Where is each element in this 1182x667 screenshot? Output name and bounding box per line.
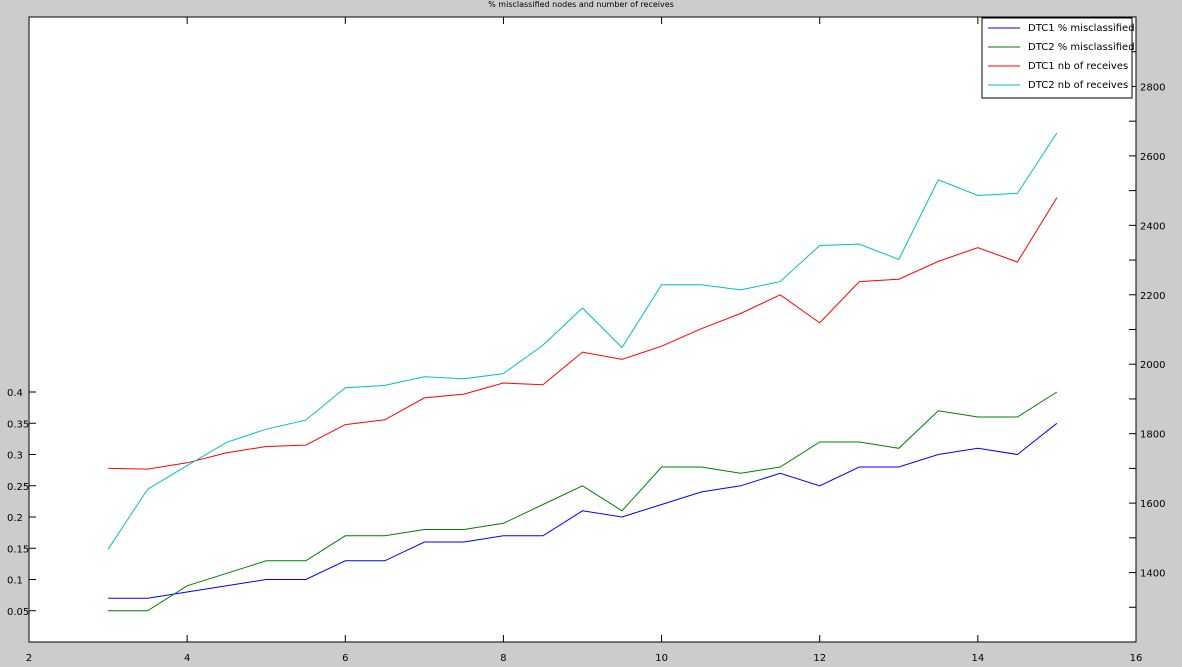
- left-tick-label: 0.15: [7, 544, 29, 555]
- left-tick-label: 0.1: [7, 576, 23, 587]
- right-tick-label: 2600: [1140, 152, 1165, 163]
- chart-title: % misclassified nodes and number of rece…: [488, 0, 674, 9]
- right-tick-label: 2800: [1140, 82, 1165, 93]
- left-tick-label: 0.3: [7, 451, 23, 462]
- legend-label: DTC2 nb of receives: [1028, 80, 1128, 91]
- series-lines: [107, 132, 1058, 612]
- right-tick-label: 1800: [1140, 430, 1165, 441]
- plot-area: [28, 16, 1137, 643]
- legend-label: DTC2 % misclassified: [1028, 42, 1135, 53]
- left-tick-label: 0.35: [7, 419, 29, 430]
- x-tick-label: 8: [500, 653, 506, 664]
- right-tick-label: 2200: [1140, 291, 1165, 302]
- left-tick-label: 0.05: [7, 607, 29, 618]
- legend-label: DTC1 nb of receives: [1028, 61, 1128, 72]
- left-tick-label: 0.25: [7, 482, 29, 493]
- x-tick-label: 10: [655, 653, 668, 664]
- x-tick-label: 16: [1130, 653, 1143, 664]
- x-tick-label: 6: [342, 653, 348, 664]
- right-tick-label: 2000: [1140, 360, 1165, 371]
- legend-label: DTC1 % misclassified: [1028, 23, 1135, 34]
- left-tick-label: 0.4: [7, 388, 23, 399]
- right-tick-label: 1400: [1140, 569, 1165, 580]
- x-tick-label: 14: [971, 653, 984, 664]
- series-line: [107, 132, 1058, 550]
- right-tick-label: 1600: [1140, 499, 1165, 510]
- x-axis: 2 4 6 8 10 12 14 16: [26, 17, 1143, 664]
- series-line: [108, 422, 1058, 599]
- x-tick-label: 2: [26, 653, 32, 664]
- left-tick-label: 0.2: [7, 513, 23, 524]
- left-y-axis: 0.05 0.1 0.15 0.2 0.25 0.3 0.35 0.4: [7, 388, 36, 618]
- x-tick-label: 4: [184, 653, 190, 664]
- series-line: [108, 391, 1058, 612]
- right-y-axis: 1400 1600 1800 2000 2200 2400 2600 2800: [1129, 51, 1165, 643]
- series-line: [108, 197, 1058, 470]
- right-tick-label: 2400: [1140, 221, 1165, 232]
- legend: DTC1 % misclassified DTC2 % misclassified…: [981, 17, 1135, 99]
- x-tick-label: 12: [813, 653, 826, 664]
